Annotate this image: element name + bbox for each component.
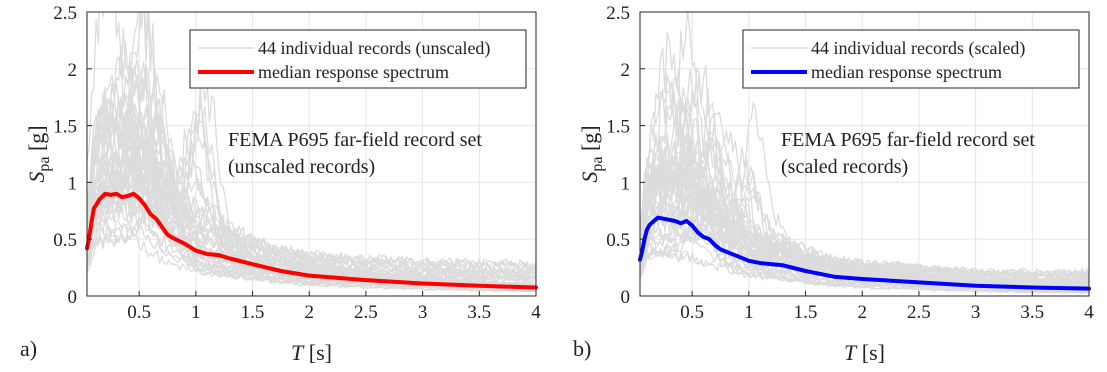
legend-box xyxy=(742,29,1080,89)
y-tick-label: 1 xyxy=(621,173,631,194)
x-tick-label: 1.5 xyxy=(794,302,818,323)
response-spectrum-chart-b: 0.5 1 1.5 2 2.5 3 3.5 4 0 0.5 1 1.5 2 2.5 Spa [g] T [s]… xyxy=(573,3,1094,365)
panel-label: b) xyxy=(573,336,591,361)
record-line xyxy=(87,124,536,274)
y-tick-label: 1 xyxy=(68,173,78,194)
record-line xyxy=(640,142,1089,280)
chart-panel-b: 0.5 1 1.5 2 2.5 3 3.5 4 0 0.5 1 1.5 2 2.5 Spa [g] T [s]… xyxy=(553,0,1106,372)
response-spectrum-chart-a: 0.5 1 1.5 2 2.5 3 3.5 4 0 0.5 1 1.5 2 2.5 Spa [g] T [s]… xyxy=(20,3,541,365)
x-tick-label: 2 xyxy=(857,302,867,323)
y-axis-label: Spa [g] xyxy=(24,125,53,182)
x-tick-label: 1 xyxy=(191,302,201,323)
x-tick-label: 3.5 xyxy=(1020,302,1044,323)
x-tick-label: 0.5 xyxy=(680,302,704,323)
x-tick-label: 2.5 xyxy=(354,302,378,323)
record-line xyxy=(640,172,1089,292)
y-tick-label: 1.5 xyxy=(53,117,77,138)
y-tick-label: 0.5 xyxy=(606,230,630,251)
y-axis-label: Spa [g] xyxy=(577,125,606,182)
y-tick-label: 2 xyxy=(68,60,78,81)
legend-box xyxy=(189,29,527,89)
y-tick-label: 2.5 xyxy=(53,3,77,24)
x-tick-label: 2 xyxy=(304,302,314,323)
y-tick-label: 1.5 xyxy=(606,117,630,138)
record-line xyxy=(640,131,1089,287)
x-tick-label: 3.5 xyxy=(467,302,491,323)
y-tick-label: 0 xyxy=(621,287,631,308)
median-series-line xyxy=(638,215,1091,291)
x-axis-label: T [s] xyxy=(291,340,332,365)
legend-label-records: 44 individual records (unscaled) xyxy=(258,38,490,59)
panel-label: a) xyxy=(20,336,37,361)
y-tick-label: 0.5 xyxy=(53,230,77,251)
record-line xyxy=(640,166,1089,294)
y-tick-label: 0 xyxy=(68,287,78,308)
legend-label-median: median response spectrum xyxy=(258,62,449,82)
x-tick-label: 4 xyxy=(1084,302,1094,323)
record-line xyxy=(640,120,1089,286)
legend-label-records: 44 individual records (scaled) xyxy=(811,38,1025,59)
x-tick-label: 4 xyxy=(531,302,541,323)
axes-frame xyxy=(639,11,1090,297)
x-tick-label: 1 xyxy=(744,302,754,323)
x-tick-label: 1.5 xyxy=(241,302,265,323)
x-tick-label: 2.5 xyxy=(907,302,931,323)
x-axis-label: T [s] xyxy=(844,340,885,365)
record-line xyxy=(87,12,536,276)
y-tick-label: 2.5 xyxy=(606,3,630,24)
median-series-line xyxy=(85,191,538,290)
y-tick-label: 2 xyxy=(621,60,631,81)
x-tick-label: 3 xyxy=(971,302,981,323)
x-tick-label: 3 xyxy=(418,302,428,323)
annotation-line-1: FEMA P695 far-field record set xyxy=(228,129,482,151)
chart-panel-a: 0.5 1 1.5 2 2.5 3 3.5 4 0 0.5 1 1.5 2 2.5 Spa [g] T [s]… xyxy=(0,0,553,372)
x-tick-label: 0.5 xyxy=(127,302,151,323)
legend-label-median: median response spectrum xyxy=(811,62,1002,82)
axes-frame xyxy=(86,11,537,297)
annotation-line-2: (scaled records) xyxy=(781,156,908,178)
record-line xyxy=(87,41,536,288)
annotation-line-2: (unscaled records) xyxy=(228,156,375,178)
annotation-line-1: FEMA P695 far-field record set xyxy=(781,129,1035,151)
